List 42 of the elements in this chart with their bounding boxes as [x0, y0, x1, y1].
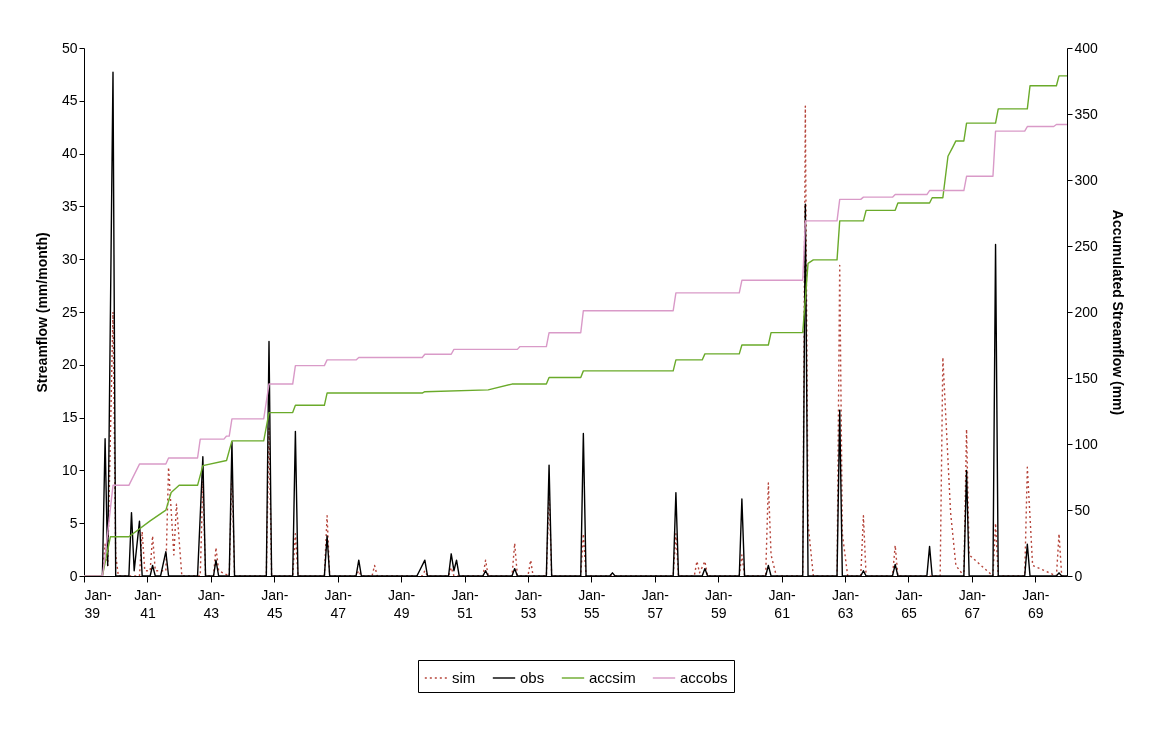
y2-tick-label: 100: [1074, 435, 1099, 452]
y-tick-label: 45: [61, 92, 78, 109]
y-tick-label: 20: [61, 356, 78, 373]
y2-tick-label: 300: [1074, 171, 1099, 188]
y-tick-label: 50: [61, 39, 78, 56]
y-tick-label: 35: [61, 197, 78, 214]
legend-label: accobs: [680, 669, 728, 686]
y-tick-label: 40: [61, 145, 78, 162]
y-tick-label: 5: [69, 514, 78, 531]
x-tick-label: Jan-45: [261, 586, 289, 621]
x-tick-label: Jan-41: [134, 586, 162, 621]
x-tick-label: Jan-57: [641, 586, 670, 621]
x-tick-label: Jan-61: [768, 586, 797, 621]
legend-label: obs: [520, 669, 545, 686]
x-tick-label: Jan-43: [197, 586, 226, 621]
x-tick-label: Jan-69: [1022, 586, 1050, 621]
y2-tick-label: 0: [1074, 567, 1083, 584]
x-tick-label: Jan-39: [84, 586, 113, 621]
y2-tick-label: 150: [1074, 369, 1099, 386]
y-tick-label: 25: [61, 303, 78, 320]
x-tick-label: Jan-55: [578, 586, 606, 621]
y2-tick-label: 200: [1074, 303, 1099, 320]
x-tick-label: Jan-49: [388, 586, 416, 621]
x-tick-label: Jan-67: [958, 586, 987, 621]
y2-tick-label: 400: [1074, 39, 1099, 56]
x-tick-label: Jan-53: [514, 586, 543, 621]
x-tick-label: Jan-63: [831, 586, 860, 621]
y2-tick-label: 50: [1074, 501, 1091, 518]
legend-label: sim: [452, 669, 476, 686]
x-tick-label: Jan-59: [705, 586, 733, 621]
x-tick-label: Jan-65: [895, 586, 923, 621]
x-tick-label: Jan-51: [451, 586, 479, 621]
y2-tick-label: 250: [1074, 237, 1099, 254]
y-tick-label: 0: [69, 567, 78, 584]
y-tick-label: 15: [61, 409, 78, 426]
legend-label: accsim: [589, 669, 636, 686]
y-tick-label: 10: [61, 461, 78, 478]
y-axis-title: Streamflow (mm/month): [33, 232, 50, 393]
x-tick-label: Jan-47: [324, 586, 353, 621]
y-tick-label: 30: [61, 250, 78, 267]
y2-tick-label: 350: [1074, 105, 1099, 122]
y2-axis-title: Accumulated Streamflow (mm): [1109, 209, 1126, 416]
